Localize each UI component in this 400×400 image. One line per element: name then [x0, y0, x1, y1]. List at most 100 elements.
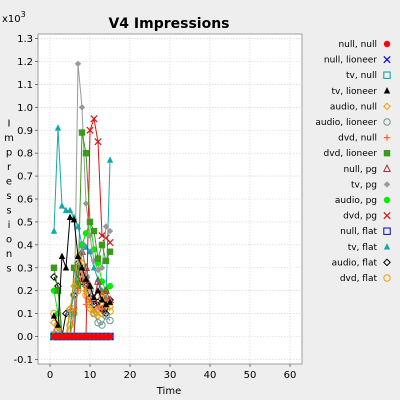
legend-label: null, null — [338, 40, 377, 50]
y-tick-label: 0.4 — [17, 240, 33, 251]
data-point — [106, 316, 114, 325]
data-point — [98, 305, 106, 313]
data-point — [62, 264, 70, 271]
data-point — [86, 218, 94, 226]
data-point — [70, 310, 78, 317]
legend-marker — [382, 163, 392, 172]
data-point — [90, 309, 98, 318]
legend-marker — [383, 196, 391, 204]
legend-marker — [383, 40, 391, 48]
data-point — [50, 273, 58, 281]
x-tick-label: 20 — [124, 370, 137, 381]
legend-label: dvd, lioneer — [324, 149, 378, 159]
data-point — [102, 300, 110, 308]
data-point — [66, 305, 74, 313]
data-point — [102, 312, 110, 320]
legend-label: audio, null — [330, 102, 377, 112]
grid-lines — [38, 34, 302, 364]
legend-label: tv, null — [346, 71, 377, 81]
data-point — [70, 291, 78, 299]
data-point — [74, 252, 82, 261]
data-point — [106, 333, 114, 340]
x-tick-label: 10 — [84, 370, 97, 381]
series-layer — [49, 60, 115, 341]
data-point — [106, 248, 114, 255]
data-point — [50, 227, 58, 234]
data-point — [82, 301, 90, 308]
data-point — [78, 104, 86, 111]
data-point — [106, 238, 114, 247]
data-point — [74, 287, 82, 294]
y-tick-label: 0.9 — [17, 126, 33, 137]
x-tick-label: 50 — [244, 370, 257, 381]
legend-label: audio, pg — [335, 196, 377, 206]
data-point — [102, 223, 110, 230]
y-tick-label: 1.0 — [17, 103, 33, 114]
data-point — [58, 252, 66, 259]
legend-label: audio, flat — [332, 258, 378, 268]
data-point — [82, 275, 90, 282]
data-point — [90, 293, 98, 301]
y-tick-label: -0.1 — [13, 355, 33, 366]
legend-marker — [383, 274, 391, 282]
legend-marker — [383, 118, 391, 126]
legend-label: tv, lioneer — [331, 87, 377, 97]
data-point — [50, 264, 58, 271]
data-point — [98, 296, 106, 303]
data-point — [78, 241, 86, 249]
data-point — [98, 241, 106, 249]
legend-marker — [383, 258, 391, 267]
data-point — [70, 264, 78, 271]
data-point — [90, 227, 98, 235]
legend-marker — [383, 102, 391, 111]
y-tick-label: 0.0 — [17, 332, 33, 343]
data-point — [98, 264, 106, 271]
data-point — [78, 129, 86, 136]
y-tick-label: 0.1 — [17, 309, 33, 320]
data-point — [70, 215, 78, 223]
y-axis-ticks: -0.1 0.0 0.1 0.2 0.3 0.4 0.5 0.6 0.7 0.8 0.9 1.0 1.1… — [13, 34, 38, 366]
data-point — [74, 252, 82, 259]
data-point — [50, 312, 58, 319]
data-point — [90, 115, 98, 123]
data-point — [62, 206, 70, 214]
data-point — [98, 321, 106, 329]
data-point — [54, 287, 62, 294]
legend-marker — [383, 181, 391, 188]
legend-label: tv, flat — [348, 243, 378, 253]
legend-label: null, pg — [343, 165, 377, 175]
x-axis-ticks: 0 10 20 30 40 50 60 — [47, 364, 296, 381]
legend-marker — [383, 243, 391, 250]
data-point — [101, 285, 111, 294]
legend-marker — [383, 211, 391, 220]
legend-label: null, lioneer — [324, 56, 377, 66]
y-tick-label: 1.3 — [17, 34, 33, 45]
data-point — [94, 286, 102, 294]
x-axis-label: Time — [156, 386, 181, 397]
data-point — [82, 200, 90, 207]
data-point — [70, 282, 78, 290]
data-point — [93, 276, 103, 285]
legend-label: dvd, flat — [340, 274, 378, 284]
series-0 — [50, 333, 114, 340]
y-tick-label: 0.2 — [17, 286, 33, 297]
data-point — [86, 126, 94, 134]
data-point — [106, 227, 114, 235]
data-point — [62, 309, 70, 318]
data-point — [54, 124, 62, 131]
data-point — [90, 264, 98, 271]
y-multiplier-label: x103 — [2, 10, 26, 25]
data-point — [82, 149, 90, 157]
y-tick-label: 1.2 — [17, 57, 33, 68]
data-point — [66, 213, 74, 221]
data-point — [98, 232, 106, 240]
data-point — [106, 298, 114, 305]
legend-label: dvd, null — [338, 134, 377, 144]
data-point — [66, 206, 74, 214]
legend-marker — [383, 134, 391, 141]
data-point — [94, 311, 102, 320]
data-point — [54, 321, 62, 328]
data-point — [86, 248, 94, 255]
